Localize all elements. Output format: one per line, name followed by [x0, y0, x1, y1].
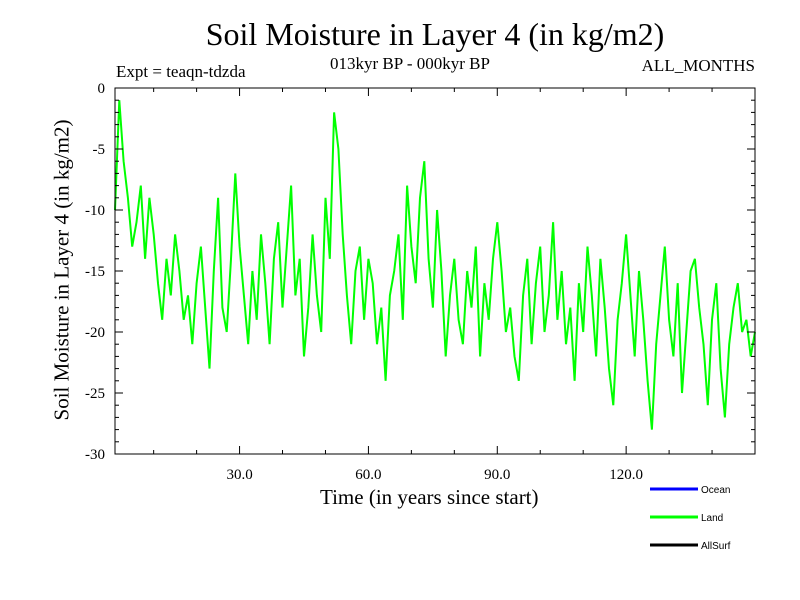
legend-label-allsurf: AllSurf	[701, 541, 731, 552]
chart-title: Soil Moisture in Layer 4 (in kg/m2)	[205, 16, 665, 52]
chart-subtitle: 013kyr BP - 000kyr BP	[330, 54, 490, 73]
y-tick-label: -20	[85, 325, 105, 341]
x-tick-label: 30.0	[226, 467, 252, 483]
period-label: ALL_MONTHS	[641, 56, 755, 75]
y-tick-label: -10	[85, 203, 105, 219]
experiment-label: Expt = teaqn-tdzda	[116, 62, 246, 81]
legend-label-land: Land	[701, 513, 723, 524]
legend-label-ocean: Ocean	[701, 485, 730, 496]
y-tick-label: -15	[85, 264, 105, 280]
y-tick-label: 0	[98, 81, 106, 97]
x-tick-label: 120.0	[609, 467, 643, 483]
y-tick-label: -25	[85, 386, 105, 402]
x-tick-label: 90.0	[484, 467, 510, 483]
legend: Ocean Land AllSurf	[650, 485, 731, 552]
y-tick-label: -30	[85, 447, 105, 463]
x-tick-label: 60.0	[355, 467, 381, 483]
y-tick-label: -5	[93, 142, 106, 158]
plot-area	[114, 100, 756, 430]
x-axis-label: Time (in years since start)	[320, 485, 539, 509]
series-line-land	[114, 100, 756, 430]
axes: 30.0 60.0 90.0 120.0 0 -5 -10 -15 -20 -25 -30	[85, 81, 756, 483]
